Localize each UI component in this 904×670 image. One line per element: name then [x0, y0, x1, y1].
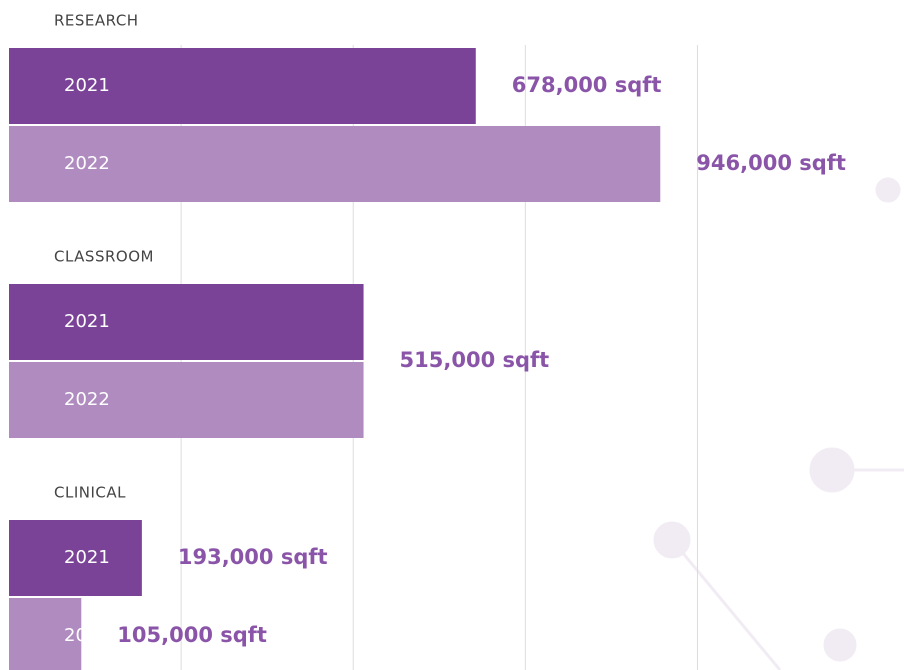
category-label: CLASSROOM — [54, 248, 154, 266]
series-label: 2021 — [64, 75, 110, 96]
series-label: 2021 — [64, 547, 110, 568]
decoration — [653, 177, 904, 670]
value-label: 515,000 sqft — [400, 348, 550, 372]
decor-line — [670, 539, 782, 670]
decor-dot — [875, 177, 901, 203]
bar — [9, 362, 364, 438]
series-label: 2022 — [64, 153, 110, 174]
bar — [9, 284, 364, 360]
series-label: 2022 — [64, 389, 110, 410]
value-label: 678,000 sqft — [512, 73, 662, 97]
value-label: 105,000 sqft — [117, 623, 267, 647]
bar — [9, 48, 476, 124]
series-label: 2022 — [64, 625, 110, 646]
bar — [9, 520, 142, 596]
category-label: CLINICAL — [54, 484, 126, 502]
decor-dot — [823, 628, 857, 662]
series-label: 2021 — [64, 311, 110, 332]
value-label: 193,000 sqft — [178, 545, 328, 569]
category-label: RESEARCH — [54, 12, 139, 30]
value-label: 946,000 sqft — [696, 151, 846, 175]
bar — [9, 126, 661, 202]
bar — [9, 598, 82, 670]
